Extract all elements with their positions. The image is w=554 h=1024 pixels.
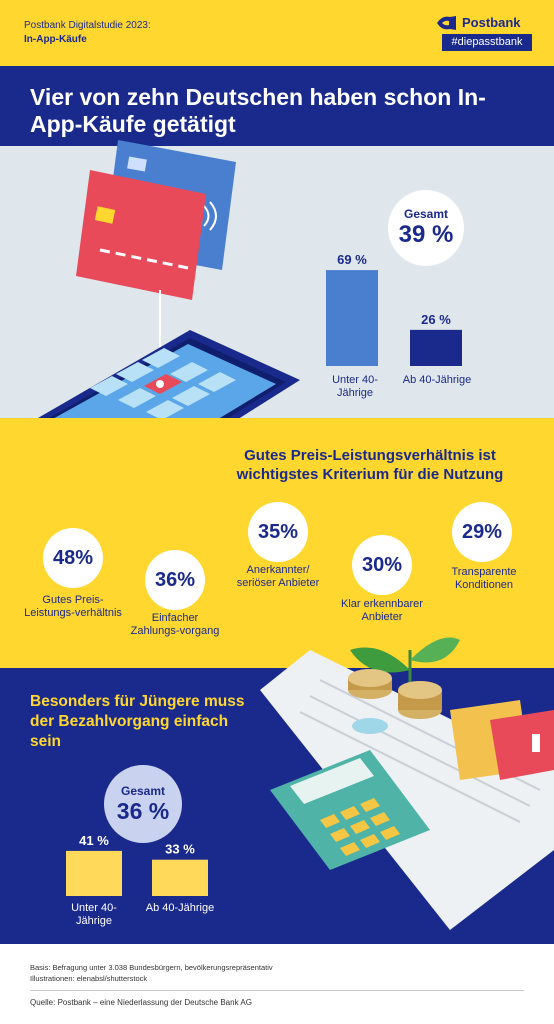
chart3-value-label-0: 41 % [79,833,109,848]
gesamt-label-2: Gesamt [120,783,166,798]
criterion-label-3: Klar erkennbarer Anbieter [341,598,423,623]
gesamt-circle-2: Gesamt 36 % [104,765,182,843]
chart-payment-age: 41 % 33 % [66,833,208,896]
brand-name: Postbank [462,15,521,30]
gesamt-value-1: 39 % [398,221,454,248]
criterion-label-0: Gutes Preis-Leistungs-verhältnis [24,594,122,619]
slogan-tag: #diepasstbank [442,34,532,51]
payment-title: Besonders für Jüngere muss der Bezahlvor… [30,693,245,750]
gesamt-value-2: 36 % [116,797,170,824]
criterion-label-2: Anerkannter/ seriöser Anbieter [236,564,320,589]
chart1-value-label-0: 69 % [337,252,367,267]
postbank-logo: Postbank #diepasstbank [436,15,532,53]
chart1-bar-1 [410,329,462,366]
chart1-cat-1: Ab 40-Jährige [402,374,472,386]
calculator-icon [270,750,430,870]
page-title: Vier von zehn Deutschen haben schon In-A… [30,84,486,137]
chart3-bar-0 [66,850,122,896]
gesamt-label-1: Gesamt [403,207,449,221]
criterion-value-3: 30% [352,535,412,595]
red-card-icon [76,170,206,300]
chart3-bar-1 [152,859,208,896]
chart-in-app-age: 69 % 26 % [326,252,462,366]
criteria-title: Gutes Preis-Leistungsverhältnis ist wich… [236,447,504,483]
footer: Basis: Befragung unter 3.038 Bundesbürge… [0,944,554,1024]
footer-divider [30,990,524,991]
gesamt-circle-1: Gesamt 39 % [388,190,464,266]
criterion-value-1: 36% [145,550,205,610]
postbank-horn-icon [437,16,456,30]
chart1-cat-0: Unter 40-Jährige [332,374,378,399]
criterion-value-0: 48% [43,528,103,588]
footer-source: Quelle: Postbank – eine Niederlassung de… [30,998,252,1007]
study-label: Postbank Digitalstudie 2023: [24,20,151,31]
criterion-label-1: Einfacher Zahlungs-vorgang [130,612,220,637]
finance-illustration [260,637,554,930]
footer-basis: Basis: Befragung unter 3.038 Bundesbürge… [30,963,273,972]
criterion-value-2: 35% [248,502,308,562]
criterion-label-4: Transparente Konditionen [451,566,517,591]
topic-label: In-App-Käufe [24,34,87,45]
cards-icon [450,700,554,780]
chart1-value-label-1: 26 % [421,312,451,327]
footer-illustrations: Illustrationen: elenabsl/shutterstock [30,974,148,983]
coins-icon [348,669,442,734]
chart1-bar-0 [326,270,378,366]
header-bar: Postbank Digitalstudie 2023: In-App-Käuf… [0,0,554,66]
criterion-value-4: 29% [452,502,512,562]
chart3-cat-1: Ab 40-Jährige [145,902,215,914]
chart3-value-label-1: 33 % [165,842,195,857]
chart3-cat-0: Unter 40-Jährige [71,902,117,927]
title-band: Vier von zehn Deutschen haben schon In-A… [0,66,554,146]
